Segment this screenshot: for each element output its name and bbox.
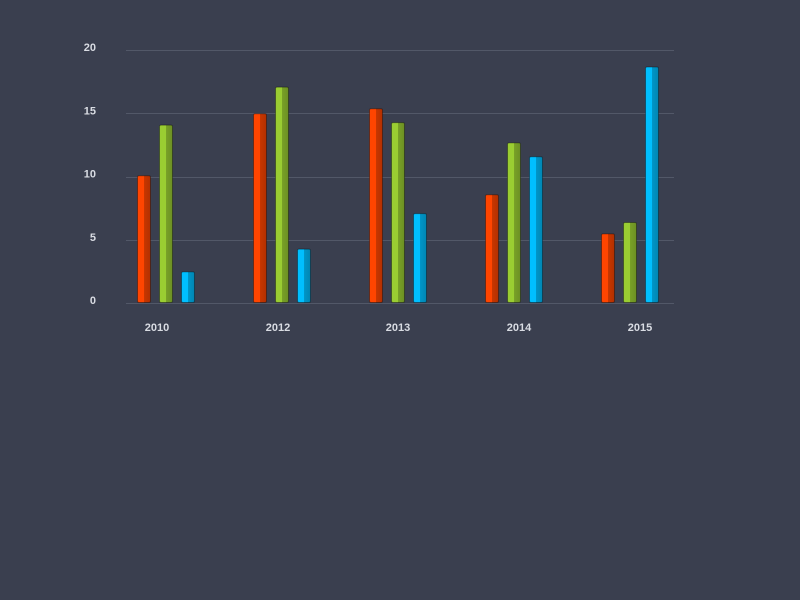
x-tick-label: 2013	[386, 322, 410, 334]
bar-2012-series-3	[297, 248, 311, 303]
y-tick-label: 10	[84, 169, 96, 181]
y-axis-tick-labels: 0 5 10 15 20	[84, 42, 96, 307]
bar-2013-series-2	[391, 122, 405, 304]
bar-2010-series-3	[181, 271, 195, 303]
x-tick-label: 2010	[145, 322, 169, 334]
bar-2012-series-1	[253, 113, 267, 303]
x-axis-tick-labels: 2010 2012 2013 2014 2015	[145, 322, 652, 334]
y-tick-label: 5	[90, 232, 96, 244]
bar-2015-series-2	[623, 222, 637, 303]
bar-2013-series-3	[413, 213, 427, 303]
bar-2014-series-2	[507, 142, 521, 303]
bar-2014-series-1	[485, 194, 499, 304]
x-tick-label: 2014	[507, 322, 532, 334]
y-tick-label: 20	[84, 42, 96, 54]
x-tick-label: 2012	[266, 322, 290, 334]
bar-2013-series-1	[369, 108, 383, 303]
bar-2015-series-3	[645, 66, 659, 303]
bar-2012-series-2	[275, 86, 289, 303]
bar-2010-series-1	[137, 175, 151, 303]
y-tick-label: 15	[84, 105, 96, 117]
bar-2010-series-2	[159, 124, 173, 304]
bar-2014-series-3	[529, 156, 543, 303]
bar-2015-series-1	[601, 233, 615, 303]
x-tick-label: 2015	[628, 322, 652, 334]
bars	[137, 66, 659, 304]
y-tick-label: 0	[90, 295, 96, 307]
